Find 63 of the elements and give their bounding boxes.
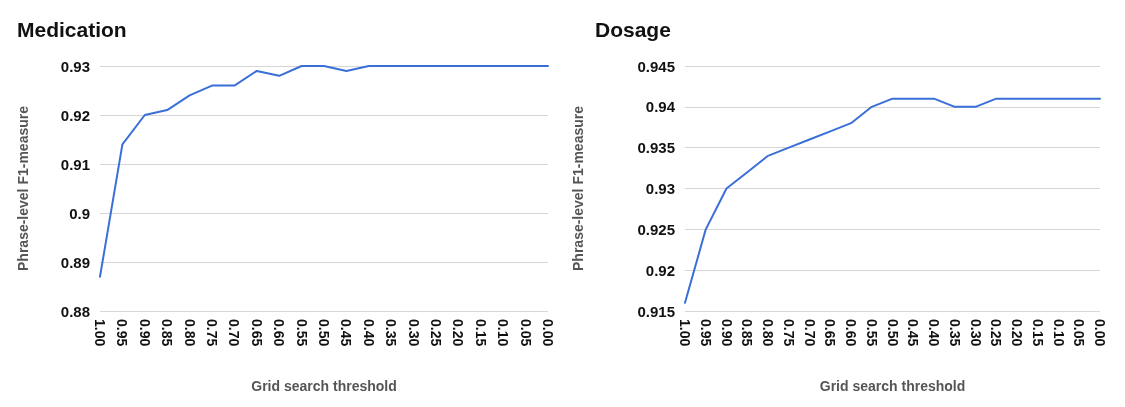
line-series — [684, 97, 1101, 304]
y-tick-label: 0.9 — [69, 204, 90, 222]
y-tick-label: 0.945 — [637, 57, 675, 75]
x-tick-label: 0.85 — [159, 319, 176, 347]
x-tick-label: 0.55 — [293, 319, 310, 347]
x-tick-label: 0.80 — [181, 319, 198, 347]
x-tick-label: 0.50 — [316, 319, 332, 347]
x-tick-label: 0.30 — [967, 319, 984, 347]
x-tick-label: 0.05 — [517, 319, 534, 347]
x-tick-label: 0.20 — [1009, 319, 1025, 347]
x-tick-label: 0.40 — [926, 319, 942, 347]
x-tick-label: 0.90 — [718, 319, 735, 347]
x-tick-label: 0.65 — [822, 319, 839, 347]
x-tick-label: 0.60 — [271, 319, 288, 347]
y-tick-label: 0.91 — [60, 155, 90, 173]
y-tick-label: 0.925 — [637, 220, 675, 238]
x-tick-label: 0.60 — [843, 319, 859, 347]
x-tick-label: 0.35 — [946, 319, 963, 347]
x-tick-label: 0.95 — [114, 319, 131, 347]
x-tick-label: 0.85 — [739, 319, 756, 347]
x-tick-label: 0.00 — [1092, 319, 1108, 347]
y-tick-label: 0.93 — [60, 57, 90, 75]
x-axis-title: Grid search threshold — [819, 378, 966, 394]
y-tick-label: 0.92 — [645, 261, 675, 279]
y-tick-label: 0.94 — [645, 98, 676, 116]
x-tick-label: 0.80 — [760, 319, 776, 347]
x-tick-label: 0.25 — [988, 319, 1005, 347]
x-tick-label: 0.05 — [1071, 319, 1088, 347]
x-tick-label: 0.90 — [136, 319, 153, 347]
x-tick-label: 0.00 — [540, 319, 556, 347]
y-axis-title: Phrase-level F1-measure — [570, 105, 586, 271]
x-tick-label: 0.95 — [697, 319, 714, 347]
x-tick-label: 0.20 — [450, 319, 467, 347]
y-tick-label: 0.915 — [637, 302, 675, 320]
x-tick-label: 0.70 — [226, 319, 243, 347]
x-axis-title: Grid search threshold — [251, 378, 397, 394]
x-tick-label: 0.10 — [495, 319, 512, 347]
x-tick-label: 1.00 — [92, 319, 108, 347]
x-tick-label: 0.25 — [428, 319, 444, 347]
chart-title: Dosage — [595, 18, 671, 41]
x-tick-label: 0.50 — [884, 319, 901, 347]
x-tick-label: 0.55 — [863, 319, 880, 347]
x-tick-label: 0.75 — [204, 319, 220, 347]
x-tick-label: 1.00 — [677, 319, 693, 347]
x-tick-label: 0.35 — [383, 319, 400, 347]
x-tick-label: 0.45 — [338, 319, 355, 347]
x-tick-label: 0.75 — [780, 319, 797, 347]
x-tick-label: 0.45 — [905, 319, 922, 347]
x-tick-label: 0.15 — [1029, 319, 1046, 347]
chart-title: Medication — [17, 18, 127, 41]
y-tick-label: 0.88 — [60, 302, 90, 320]
line-series — [99, 65, 549, 278]
y-tick-label: 0.89 — [60, 253, 90, 271]
y-axis-title: Phrase-level F1-measure — [15, 105, 31, 271]
y-tick-label: 0.935 — [637, 139, 675, 157]
x-tick-label: 0.40 — [360, 319, 377, 347]
y-tick-label: 0.92 — [60, 106, 90, 124]
x-tick-label: 0.65 — [248, 319, 265, 347]
x-tick-label: 0.70 — [801, 319, 818, 347]
x-tick-label: 0.10 — [1050, 319, 1067, 347]
x-tick-label: 0.30 — [405, 319, 422, 347]
y-tick-label: 0.93 — [645, 180, 675, 197]
x-tick-label: 0.15 — [472, 319, 489, 347]
